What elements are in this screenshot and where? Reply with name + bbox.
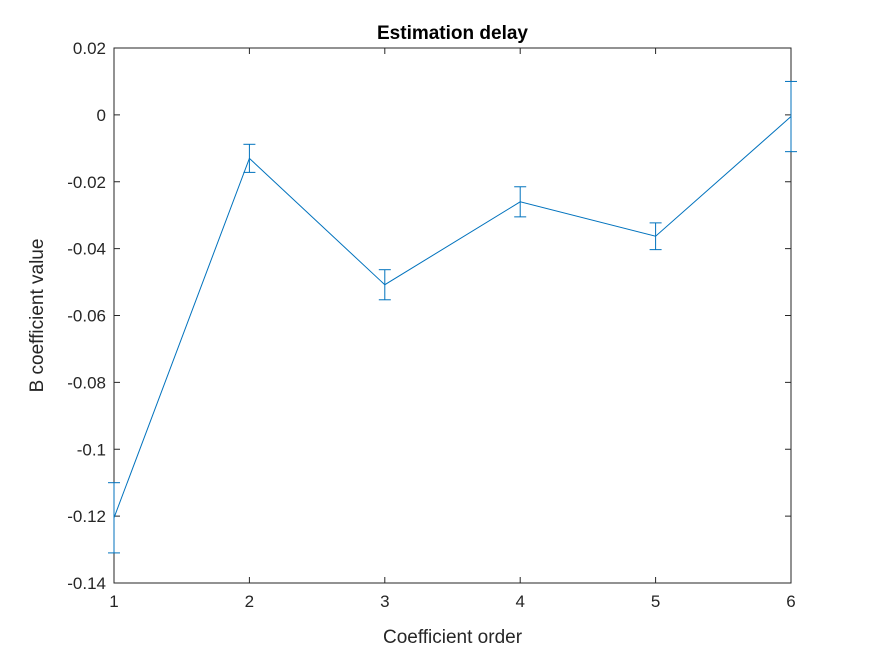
x-tick-label: 6: [786, 592, 795, 611]
x-tick-label: 4: [515, 592, 524, 611]
y-tick-label: -0.12: [67, 507, 106, 526]
x-tick-label: 5: [651, 592, 660, 611]
plot-area: 1 2 3 4 5 6 0.02 0 -0.02 -0.04 -0.06 -0.08 -0.1 -0.12…: [67, 39, 797, 611]
y-tick-label: -0.14: [67, 574, 106, 593]
y-tick-label: -0.06: [67, 307, 106, 326]
series-line: [113, 116, 792, 518]
x-tick-label: 3: [380, 592, 389, 611]
chart-title: Estimation delay: [377, 23, 528, 44]
y-tick-label: 0.02: [73, 39, 106, 58]
y-tick-label: -0.02: [67, 173, 106, 192]
y-tick-label: -0.1: [77, 440, 106, 459]
y-tick-label: 0: [97, 106, 106, 125]
x-tick-label: 2: [245, 592, 254, 611]
y-tick-label: -0.08: [67, 373, 106, 392]
y-tick-label: -0.04: [67, 240, 106, 259]
x-tick-label: 1: [109, 592, 118, 611]
y-axis-label: B coefficient value: [27, 239, 48, 393]
x-axis-label: Coefficient order: [383, 627, 523, 648]
axes-box: [113, 47, 792, 584]
